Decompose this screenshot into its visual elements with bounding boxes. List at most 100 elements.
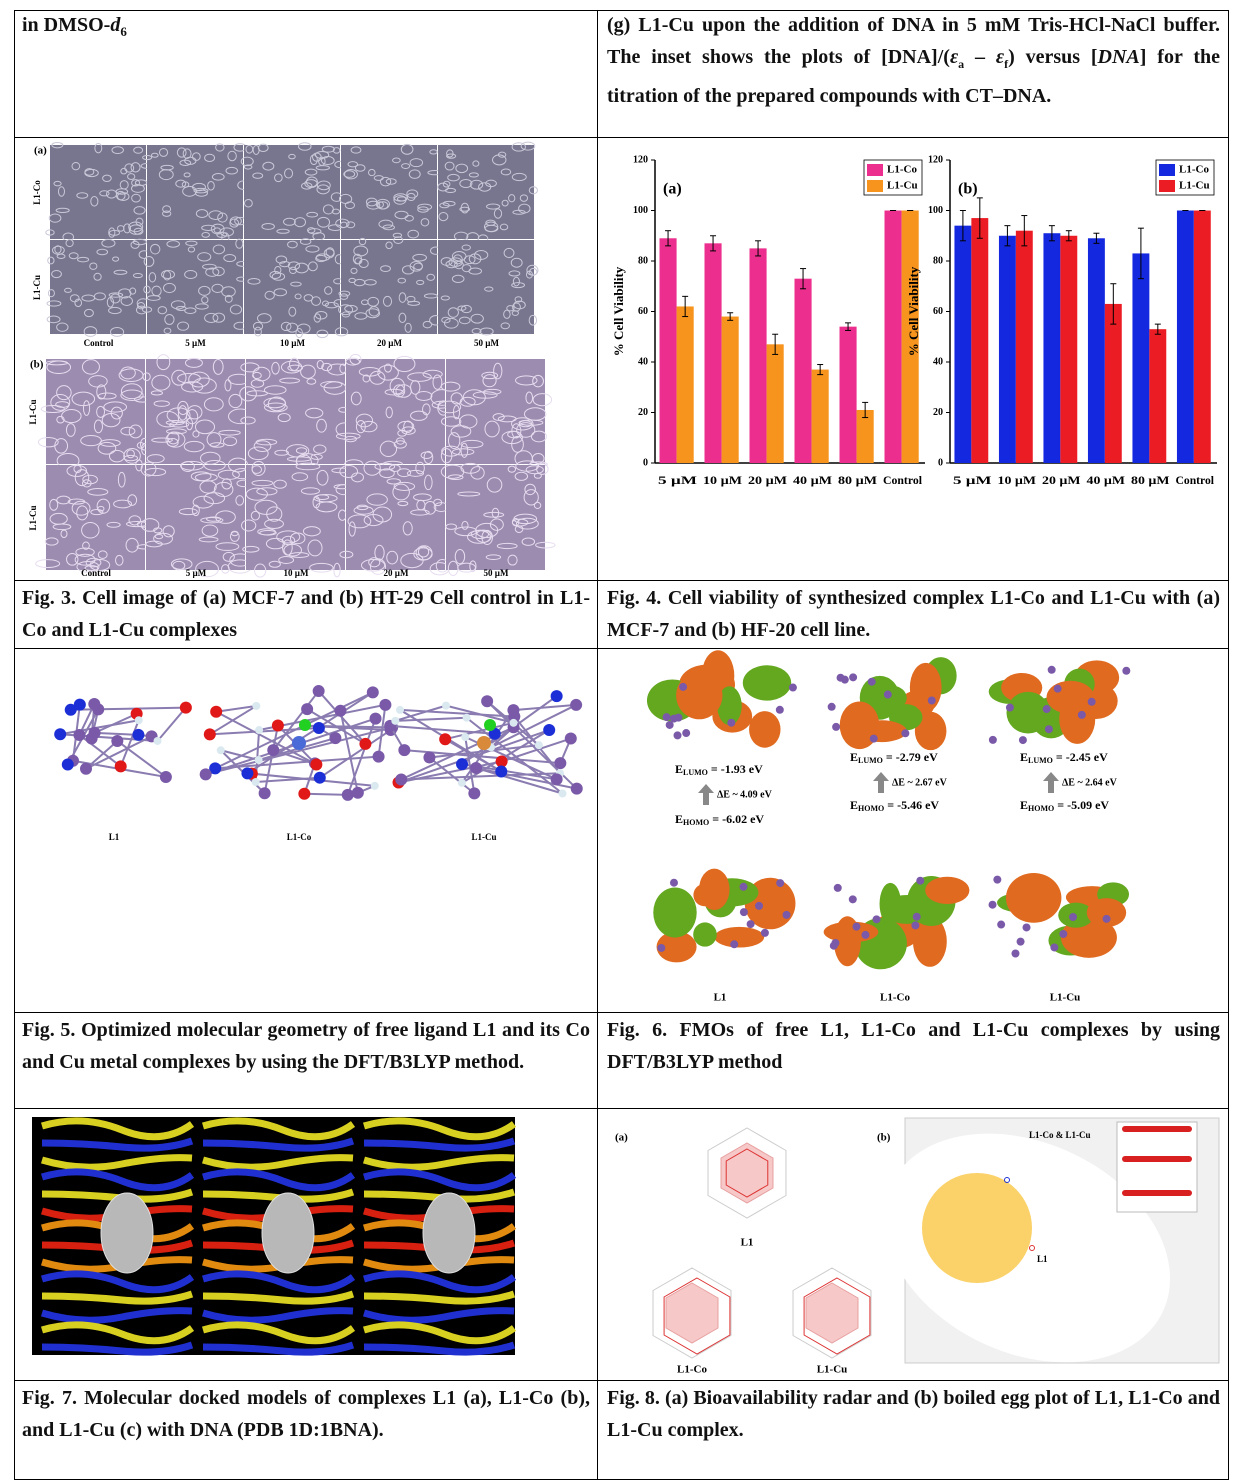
legend-label: L1-Co (1179, 164, 1209, 176)
atom (301, 703, 313, 715)
ligand-surface (262, 1193, 314, 1273)
atom (200, 768, 212, 780)
legend-label: L1-Cu (887, 180, 918, 192)
y-tick-label: 60 (933, 306, 943, 317)
bar (705, 243, 722, 463)
ligand-surface (101, 1193, 153, 1273)
atom (461, 733, 469, 741)
atom (395, 773, 407, 785)
row-label: L1-Cu (28, 399, 38, 424)
y-tick-label: 40 (638, 356, 648, 367)
legend-label: L1-Co (887, 164, 917, 176)
atom (674, 714, 682, 722)
atom (468, 787, 480, 799)
atom (911, 921, 919, 929)
caption: Fig. 6. FMOs of free L1, L1-Co and L1-Cu… (607, 1014, 1220, 1078)
atom (834, 884, 842, 892)
orbital-lobe (1047, 681, 1095, 714)
atom (495, 766, 507, 778)
atom (868, 678, 876, 686)
bond (304, 794, 347, 795)
atom (92, 703, 104, 715)
row-label: L1-Cu (28, 505, 38, 530)
atom (657, 944, 665, 952)
gap-arrow (698, 784, 714, 805)
orbital-lobe (910, 663, 942, 712)
atom (210, 706, 222, 718)
bond (252, 774, 375, 786)
atom (1048, 666, 1056, 674)
atom (115, 760, 127, 772)
text: DNA (1098, 46, 1140, 68)
column-label: 20 µM (377, 338, 402, 348)
x-tick-label: Control (1176, 473, 1215, 487)
atom (1011, 949, 1019, 957)
atom (379, 699, 391, 711)
atom (62, 759, 74, 771)
atom (776, 706, 784, 714)
legend-header (1122, 1156, 1192, 1162)
atom (313, 685, 325, 697)
atom (679, 683, 687, 691)
bar (1060, 236, 1077, 463)
atom (551, 773, 563, 785)
x-tick-label: 20 µM (748, 473, 787, 487)
atom (873, 915, 881, 923)
atom (570, 699, 582, 711)
atom (989, 736, 997, 744)
energy-value: = -5.09 eV (1054, 798, 1109, 812)
y-tick-label: 60 (638, 306, 648, 317)
energy-symbol: E (675, 762, 683, 776)
atom (916, 877, 924, 885)
x-tick-label: 80 µM (1131, 473, 1170, 487)
x-tick-label: 20 µM (1042, 473, 1081, 487)
atom (543, 724, 555, 736)
atom (782, 911, 790, 919)
panel-label: (a) (34, 145, 47, 157)
atom (252, 778, 260, 786)
atom (334, 705, 346, 717)
bar (954, 226, 971, 463)
bar (971, 218, 988, 463)
atom (272, 720, 284, 732)
atom (849, 673, 857, 681)
bar (1194, 211, 1211, 464)
atom (1078, 711, 1086, 719)
atom (989, 901, 997, 909)
bar (1177, 211, 1194, 464)
atom (310, 759, 322, 771)
atom (993, 876, 1001, 884)
atom (484, 719, 496, 731)
atom (831, 939, 839, 947)
x-tick-label: 40 µM (793, 473, 832, 487)
orbital-lobe (925, 877, 969, 904)
bond (95, 714, 137, 733)
bar (1132, 253, 1149, 463)
energy-value: = -5.46 eV (884, 798, 939, 812)
panel-label: (b) (30, 359, 44, 371)
atom (252, 702, 260, 710)
y-axis-label: % Cell Viability (611, 266, 626, 356)
atom (371, 782, 379, 790)
atom (682, 729, 690, 737)
atom (456, 758, 468, 770)
atom (551, 690, 563, 702)
atom (913, 913, 921, 921)
atom (1017, 938, 1025, 946)
orbital-lobe (743, 665, 791, 700)
molecule-label: L1 (714, 992, 727, 1004)
atom (861, 931, 869, 939)
energy-symbol: E (850, 798, 858, 812)
x-tick-label: 5 µM (658, 473, 697, 487)
radar-label: L1-Cu (817, 1364, 848, 1376)
column-label: 10 µM (280, 338, 305, 348)
atom (204, 728, 216, 740)
y-tick-label: 0 (643, 457, 648, 468)
energy-label: ELUMO = -2.45 eV (1020, 750, 1108, 765)
bar (840, 327, 857, 463)
atom (870, 735, 878, 743)
orbital-lobe (714, 927, 764, 948)
ligand-surface (423, 1193, 475, 1273)
y-tick-label: 0 (938, 457, 943, 468)
atom (80, 763, 92, 775)
